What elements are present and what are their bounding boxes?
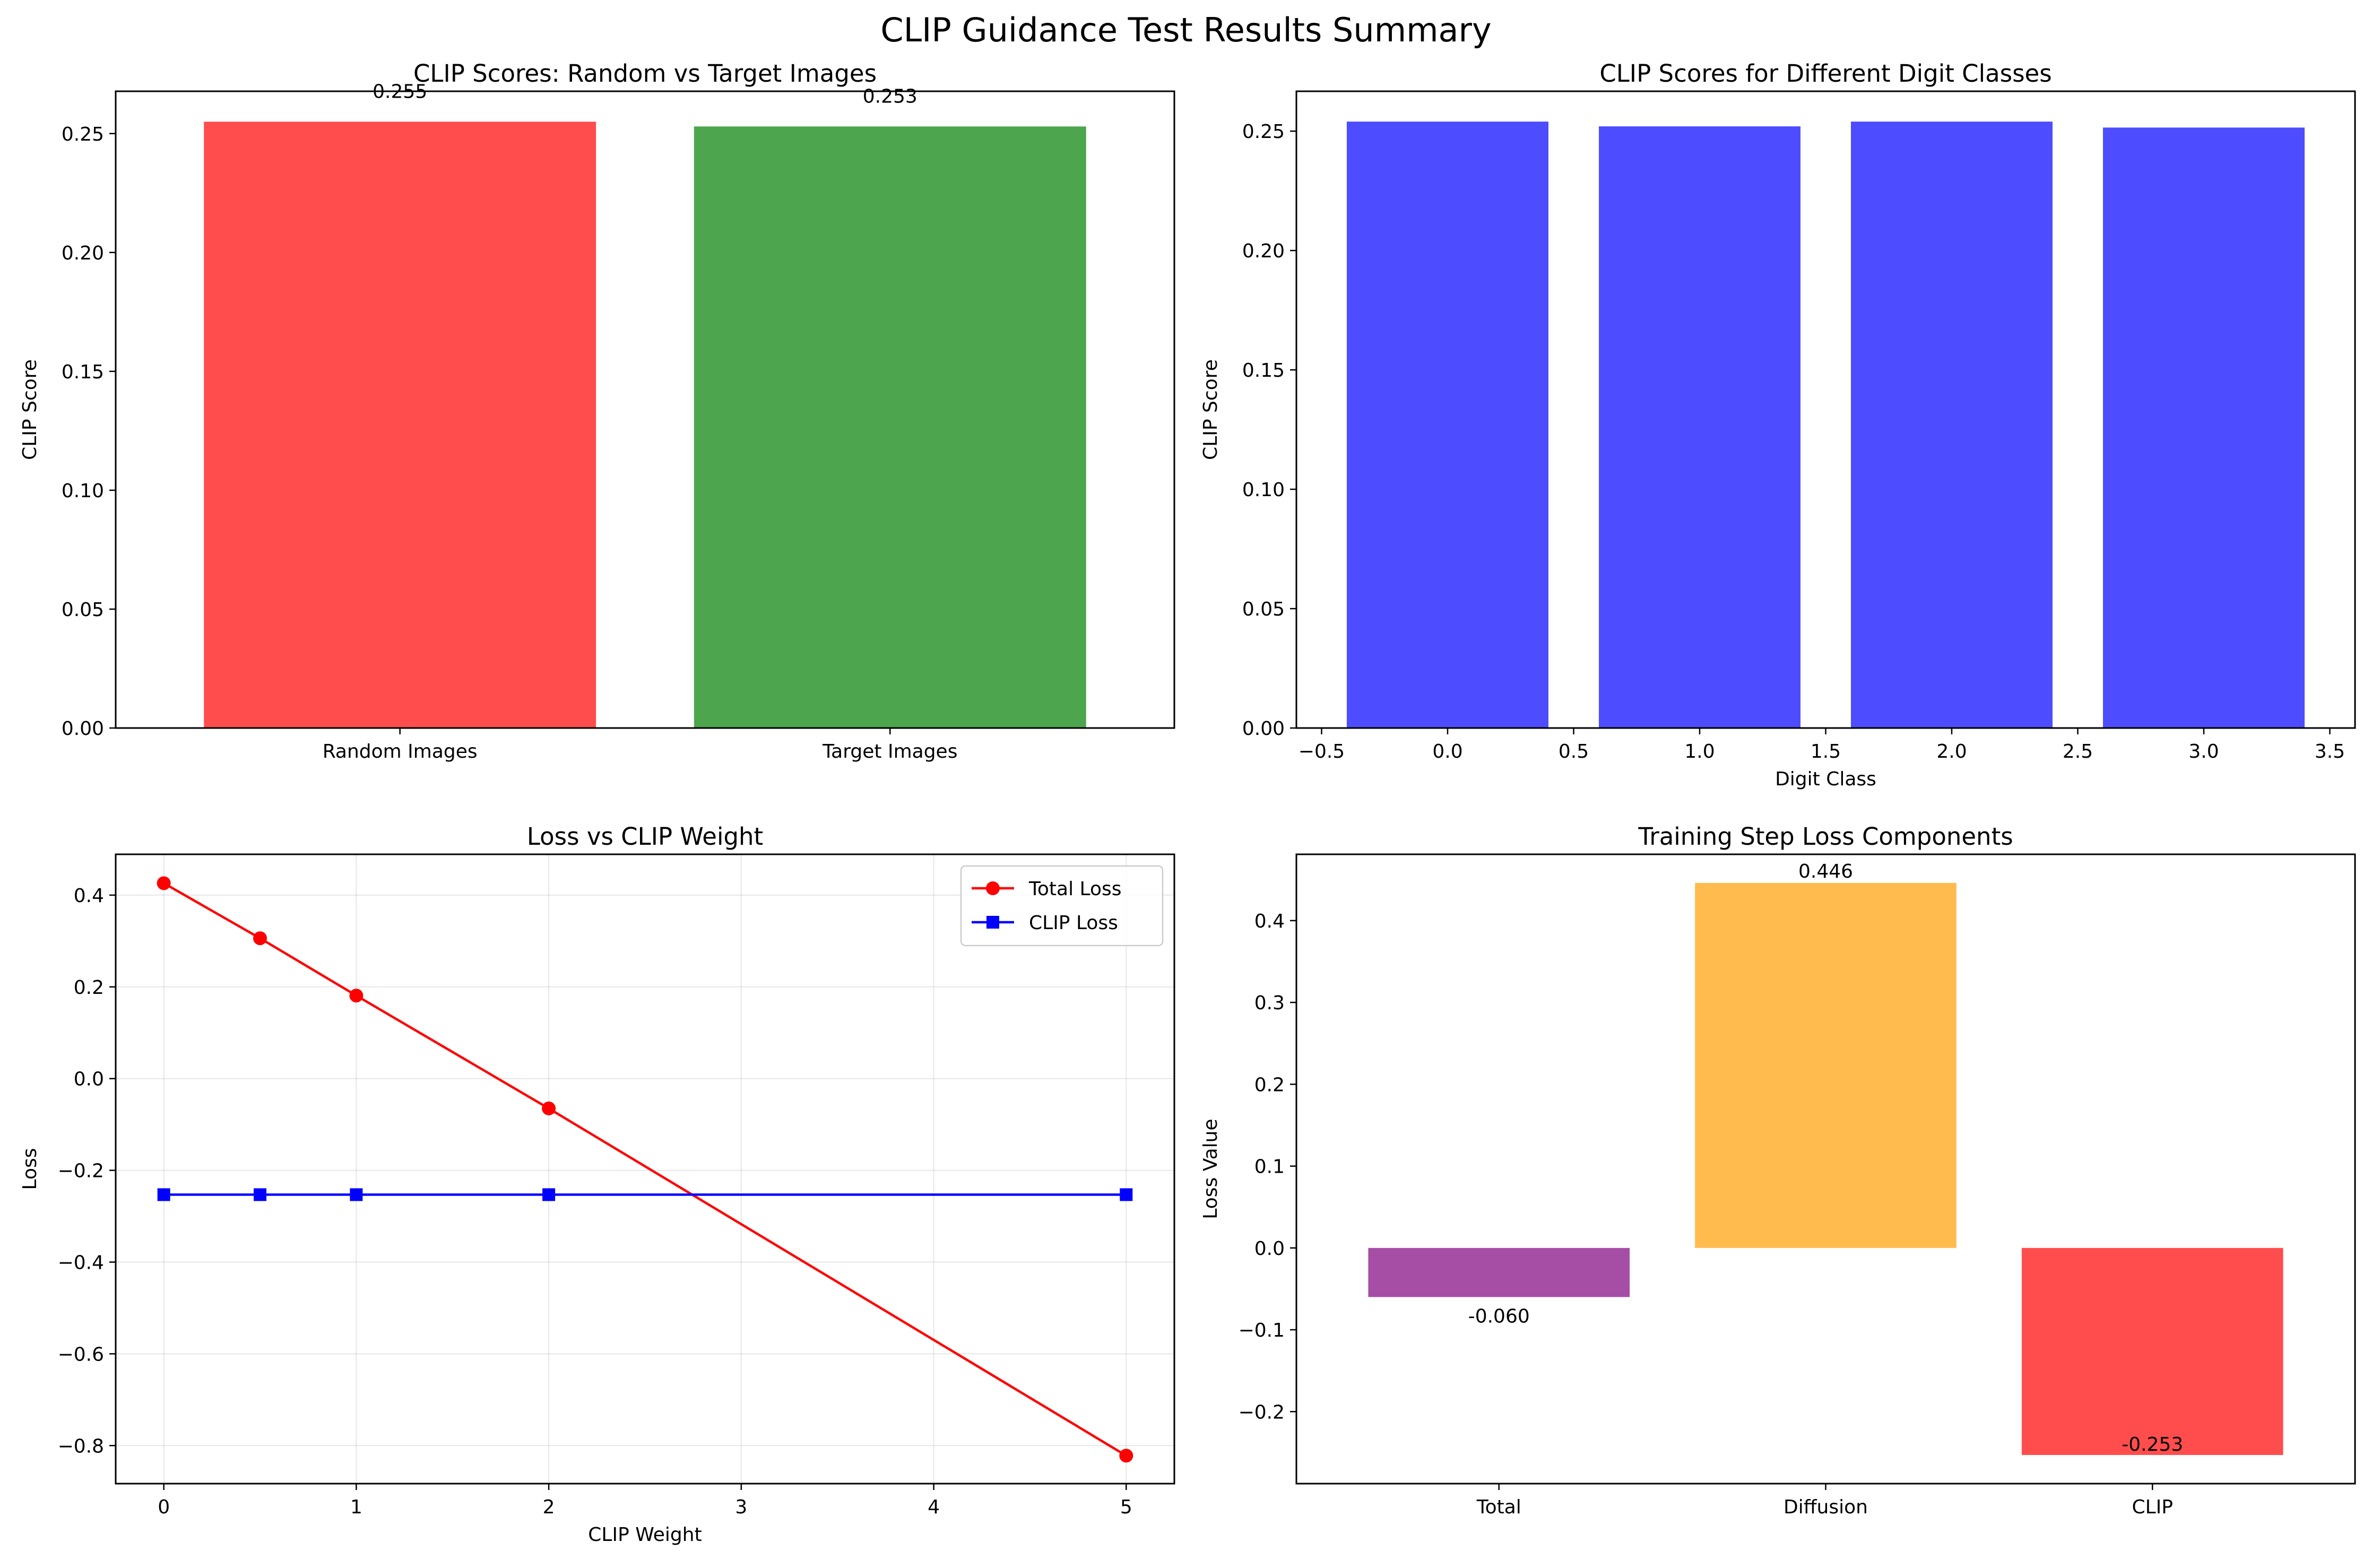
chart1-x-tick-label: −0.5 [1298, 741, 1345, 763]
chart2-series-1-point-0 [157, 1188, 170, 1201]
chart1-x-tick-label: 1.0 [1684, 741, 1715, 763]
chart1-x-tick-label: 2.0 [1936, 741, 1967, 763]
chart0-title: CLIP Scores: Random vs Target Images [413, 59, 877, 88]
figure-title: CLIP Guidance Test Results Summary [880, 11, 1491, 49]
chart2-title: Loss vs CLIP Weight [527, 822, 763, 851]
chart0-y-tick-label: 0.15 [62, 361, 104, 383]
chart3-value-label-1: 0.446 [1798, 861, 1853, 882]
chart1-x-tick-label: 2.5 [2063, 741, 2093, 763]
chart2-legend-box [960, 865, 1164, 947]
chart3-value-label-2: -0.253 [2122, 1434, 2183, 1456]
chart2-x-tick-label: 1 [350, 1496, 362, 1518]
chart3-y-axis-label: Loss Value [1200, 1119, 1222, 1219]
chart2-legend-marker-0 [986, 881, 1000, 895]
chart2-y-tick-label: −0.2 [58, 1160, 104, 1182]
chart2-x-axis-label: CLIP Weight [588, 1524, 702, 1546]
chart2-series-0-point-0 [157, 876, 171, 890]
chart0-y-axis-label: CLIP Score [19, 359, 41, 460]
chart2-y-tick-label: −0.8 [58, 1435, 104, 1457]
chart2-legend-label-0: Total Loss [1028, 878, 1121, 900]
chart1-x-tick-label: 0.5 [1559, 741, 1589, 763]
chart0-y-tick-label: 0.00 [62, 718, 104, 740]
chart0-bar-1 [694, 126, 1086, 729]
chart0-bar-0 [204, 122, 596, 729]
chart2-y-tick-label: 0.4 [74, 885, 104, 907]
chart2-x-tick-label: 2 [543, 1496, 555, 1518]
chart0-y-tick-label: 0.10 [62, 480, 104, 502]
chart3-x-tick-label: Total [1476, 1496, 1521, 1518]
chart1-title: CLIP Scores for Different Digit Classes [1599, 59, 2051, 88]
chart1-x-axis-label: Digit Class [1775, 768, 1876, 790]
chart3-y-tick-label: 0.3 [1254, 992, 1285, 1014]
chart2-series-1-point-2 [350, 1188, 363, 1201]
panel-training-step-loss-components: -0.060 0.446 -0.253 −0.2 −0.1 0.0 0.1 0.2 0.3 0.4… [1200, 822, 2356, 1518]
chart3-bar-0 [1368, 1248, 1630, 1297]
chart0-x-tick-label: Random Images [323, 741, 478, 763]
chart2-series-0-point-3 [542, 1101, 556, 1115]
chart1-y-tick-label: 0.15 [1242, 360, 1285, 382]
chart0-value-label-1: 0.253 [863, 85, 917, 107]
chart1-y-tick-label: 0.00 [1242, 718, 1285, 740]
chart1-y-tick-label: 0.05 [1242, 599, 1285, 620]
chart2-series-1-point-3 [542, 1188, 556, 1201]
chart0-axes-frame [115, 90, 1175, 729]
chart2-series-1-point-4 [1120, 1188, 1133, 1201]
chart0-y-tick-label: 0.25 [62, 124, 104, 145]
panel-clip-scores-digit-classes: 0.00 0.05 0.10 0.15 0.20 0.25 −0.5 0.0 0.5 1.0 1.5… [1200, 59, 2356, 790]
chart2-series-0-point-2 [349, 989, 363, 1003]
chart1-bar-3 [2103, 127, 2305, 728]
chart2-x-tick-label: 4 [928, 1496, 940, 1518]
chart2-y-tick-label: 0.2 [74, 977, 104, 999]
chart3-x-tick-label: CLIP [2132, 1496, 2173, 1518]
chart2-legend-label-1: CLIP Loss [1029, 912, 1118, 934]
chart1-x-tick-label: 1.5 [1811, 741, 1841, 763]
chart3-y-tick-label: −0.1 [1239, 1320, 1285, 1341]
chart1-x-tick-label: 3.5 [2315, 741, 2345, 763]
chart3-title: Training Step Loss Components [1638, 822, 2013, 851]
chart1-x-tick-label: 0.0 [1432, 741, 1462, 763]
chart3-y-tick-label: 0.1 [1254, 1156, 1285, 1178]
chart3-value-label-0: -0.060 [1468, 1305, 1530, 1327]
chart0-y-tick-label: 0.05 [62, 599, 104, 621]
chart2-series-line-0 [163, 882, 1127, 1457]
chart2-y-tick-label: 0.0 [74, 1069, 104, 1090]
chart3-y-tick-label: 0.4 [1254, 911, 1285, 932]
chart2-y-axis-label: Loss [19, 1148, 41, 1190]
chart2-x-tick-label: 5 [1120, 1496, 1132, 1518]
chart2-series-0-point-4 [1119, 1449, 1133, 1463]
chart1-bar-2 [1851, 122, 2053, 729]
chart3-y-tick-label: 0.2 [1254, 1074, 1285, 1096]
chart3-bar-2 [2021, 1248, 2283, 1456]
chart3-bar-1 [1695, 882, 1957, 1248]
chart1-bar-1 [1599, 126, 1800, 729]
chart0-y-tick-label: 0.20 [62, 242, 104, 264]
chart3-y-tick-label: −0.2 [1239, 1401, 1285, 1423]
chart2-y-tick-label: −0.4 [58, 1252, 104, 1274]
panel-clip-scores-random-vs-target: 0.255 0.2530.000.050.100.150.200.25Random… [19, 59, 1175, 763]
chart1-y-tick-label: 0.10 [1242, 479, 1285, 501]
chart3-x-tick-label: Diffusion [1784, 1496, 1868, 1518]
chart1-y-axis-label: CLIP Score [1200, 359, 1222, 460]
chart2-series-1-point-1 [254, 1188, 267, 1201]
chart1-x-tick-label: 3.0 [2188, 741, 2219, 763]
chart0-x-tick-label: Target Images [822, 741, 957, 763]
chart2-legend-marker-1 [986, 916, 999, 929]
chart1-bar-0 [1347, 122, 1548, 729]
chart1-y-tick-label: 0.25 [1242, 121, 1285, 143]
chart2-x-tick-label: 0 [158, 1496, 170, 1518]
chart1-y-tick-label: 0.20 [1242, 240, 1285, 262]
chart2-x-tick-label: 3 [735, 1496, 747, 1518]
panel-loss-vs-clip-weight: Total Loss CLIP Loss −0.8 −0.6 −0.4 −0.2 0.0 0.… [19, 822, 1175, 1546]
chart2-y-tick-label: −0.6 [58, 1344, 104, 1365]
chart2-series-0-point-1 [253, 931, 267, 946]
chart2-axes-frame [115, 853, 1175, 1485]
chart3-y-tick-label: 0.0 [1254, 1238, 1285, 1260]
